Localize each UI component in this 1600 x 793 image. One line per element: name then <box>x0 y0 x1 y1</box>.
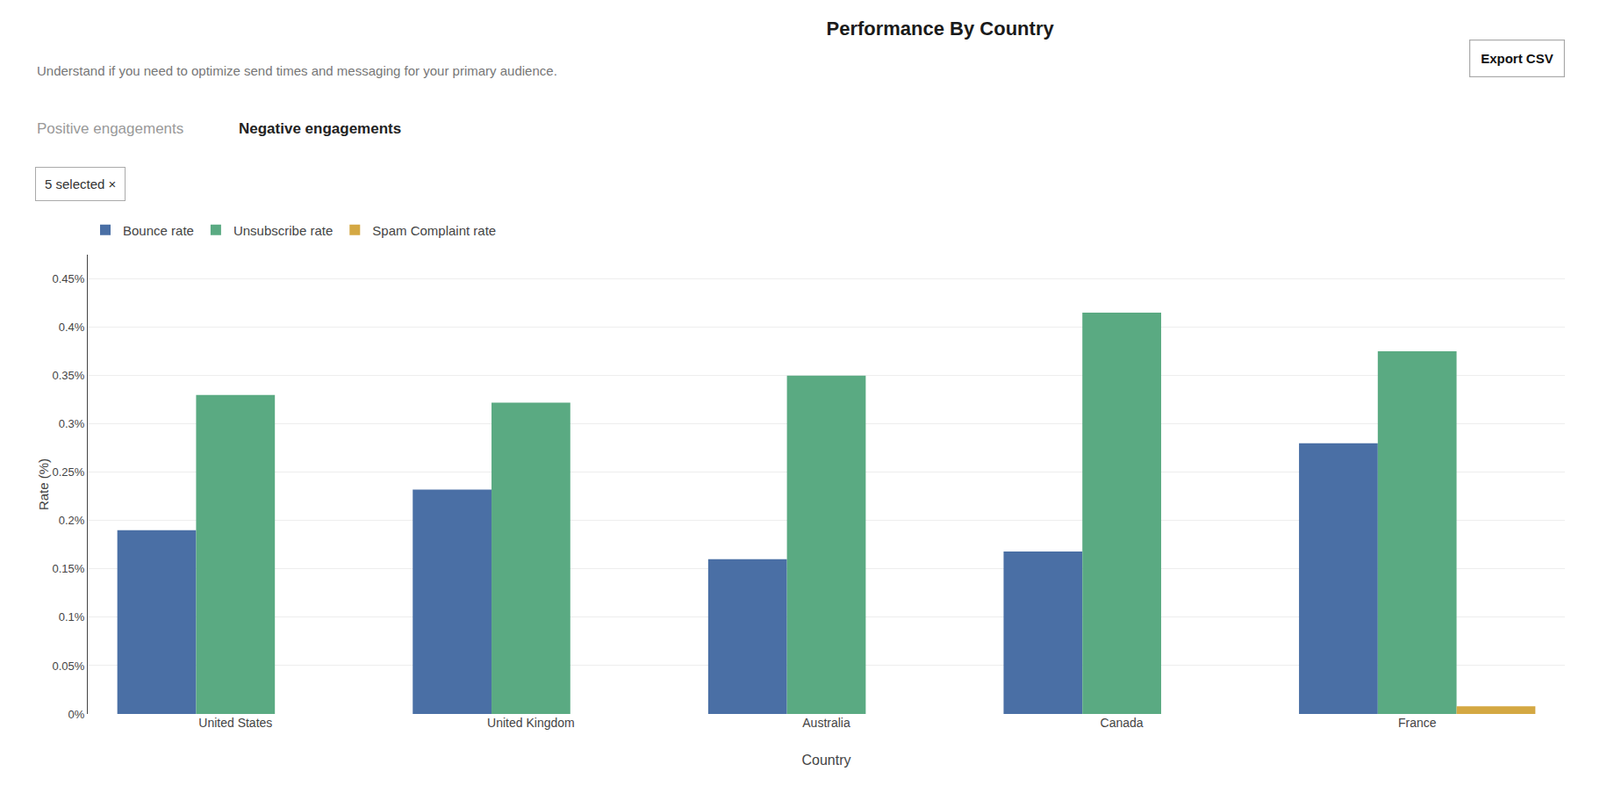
svg-text:United States: United States <box>198 715 273 730</box>
svg-text:0.05%: 0.05% <box>52 659 86 673</box>
svg-text:Rate (%): Rate (%) <box>35 458 51 510</box>
svg-text:0.3%: 0.3% <box>58 416 86 431</box>
svg-text:0.4%: 0.4% <box>58 320 86 334</box>
svg-text:0.1%: 0.1% <box>58 609 86 624</box>
svg-text:5 selected ×: 5 selected × <box>44 176 116 192</box>
svg-text:Unsubscribe rate: Unsubscribe rate <box>233 222 333 238</box>
svg-text:0%: 0% <box>68 707 86 721</box>
svg-text:United Kingdom: United Kingdom <box>487 715 575 730</box>
svg-text:France: France <box>1398 715 1437 730</box>
svg-text:Understand if you need to opti: Understand if you need to optimize send … <box>36 63 558 79</box>
svg-text:0.25%: 0.25% <box>52 465 86 479</box>
svg-text:Performance By Country: Performance By Country <box>826 17 1055 40</box>
svg-text:0.2%: 0.2% <box>58 513 86 527</box>
svg-text:Canada: Canada <box>1100 715 1144 730</box>
svg-text:Spam Complaint rate: Spam Complaint rate <box>372 222 496 238</box>
svg-text:0.15%: 0.15% <box>52 561 86 575</box>
svg-text:Positive engagements: Positive engagements <box>36 120 184 137</box>
svg-text:Negative engagements: Negative engagements <box>238 120 402 137</box>
svg-text:Bounce rate: Bounce rate <box>122 222 194 238</box>
svg-text:Country: Country <box>801 752 851 768</box>
svg-text:Export CSV: Export CSV <box>1480 50 1554 66</box>
svg-text:0.35%: 0.35% <box>52 368 86 382</box>
svg-text:Australia: Australia <box>802 715 851 730</box>
svg-text:0.45%: 0.45% <box>52 272 86 286</box>
